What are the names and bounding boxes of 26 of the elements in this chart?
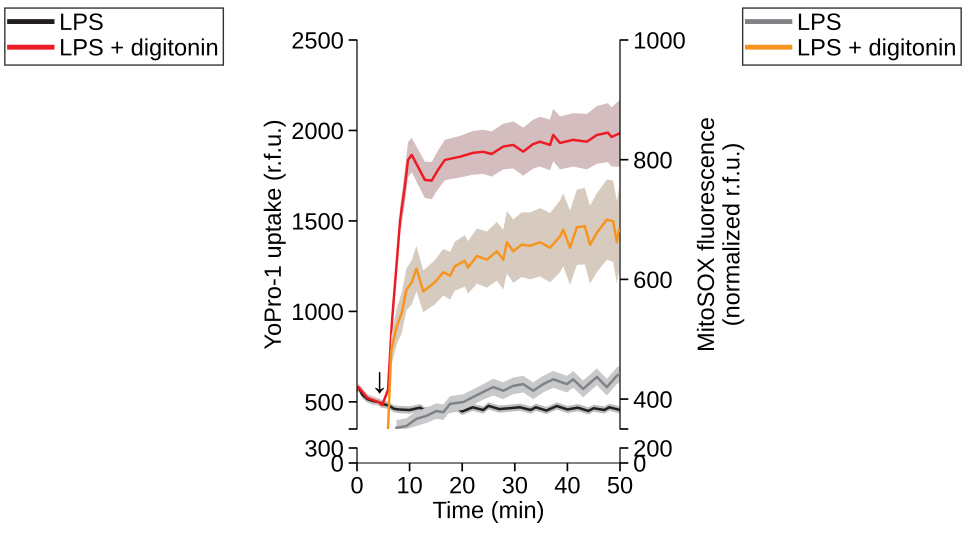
y-axis-title: YoPro-1 uptake (r.f.u.) <box>264 120 286 350</box>
x-tick-label: 30 <box>502 476 528 494</box>
y-tick-label: 1500 <box>293 213 343 230</box>
line-series <box>386 218 620 429</box>
y2-tick-label: 400 <box>634 391 672 408</box>
y-tick-label: 300 <box>305 440 343 457</box>
legend-label: LPS <box>798 13 841 30</box>
y-tick-label: 1000 <box>293 303 343 320</box>
y2-tick-label: 1000 <box>634 32 685 49</box>
y-tick-label: 2000 <box>292 122 343 140</box>
x-tick-label: 50 <box>608 476 632 494</box>
legend-label: LPS + digitonin <box>798 38 955 60</box>
y2-tick-label: 600 <box>634 271 672 288</box>
y2-tick-label: 200 <box>634 440 672 457</box>
y-tick-label: 2500 <box>292 32 343 49</box>
y2-axis-title: MitoSOX fluorescence (normalized r.f.u.) <box>696 118 744 350</box>
x-tick-label: 40 <box>554 476 580 494</box>
y-tick-label: 500 <box>305 394 343 411</box>
y2-tick-label: 800 <box>634 152 672 168</box>
legend-label: LPS <box>61 13 103 30</box>
x-tick-label: 0 <box>351 476 363 494</box>
legend-label: LPS + digitonin <box>61 38 218 60</box>
x-tick-label: 20 <box>450 476 474 494</box>
x-tick-label: 10 <box>398 476 422 494</box>
annotation: ↓ <box>375 372 384 394</box>
x-axis-title: Time (min) <box>433 500 543 523</box>
